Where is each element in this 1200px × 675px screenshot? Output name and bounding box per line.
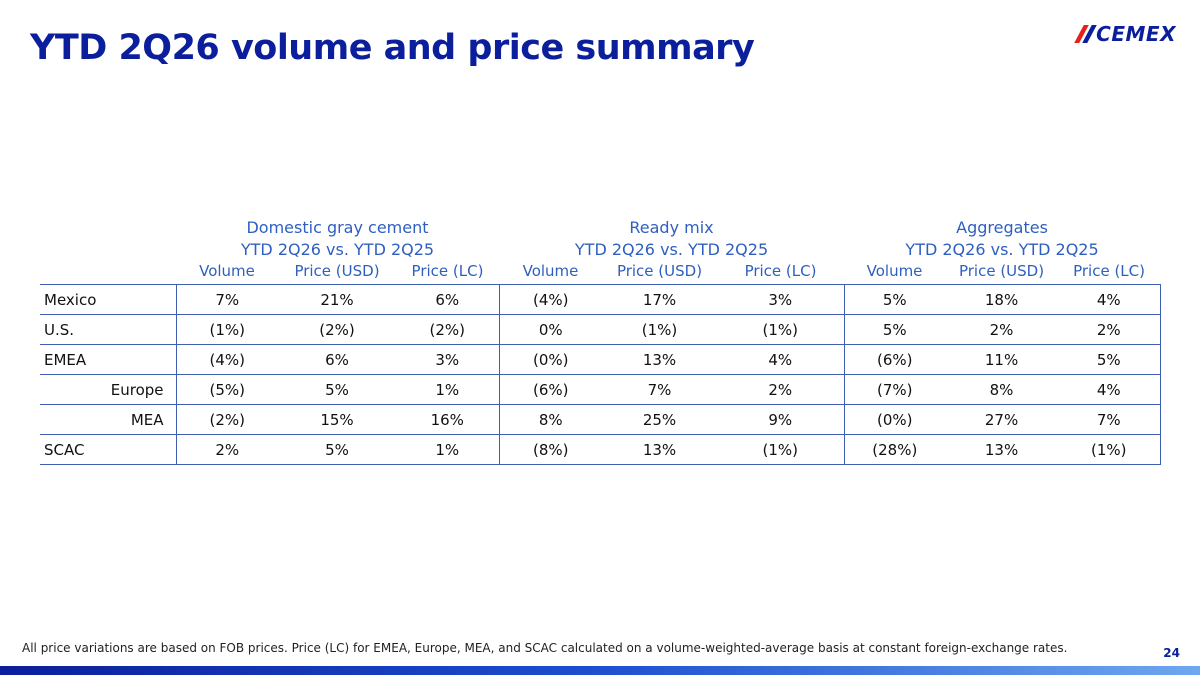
table-cell: 5% xyxy=(1058,344,1161,375)
table-row: MEA (2%) 15% 16% 8% 25% 9% (0%) 27% 7% xyxy=(40,404,1161,435)
table-cell: (2%) xyxy=(278,314,396,345)
column-header-volume: Volume xyxy=(199,262,255,280)
table-cell: 8% xyxy=(498,404,602,435)
table-cell: 4% xyxy=(1058,284,1161,315)
table-cell: 0% xyxy=(498,314,602,345)
table-cell: (2%) xyxy=(175,404,278,435)
table-cell: (0%) xyxy=(843,404,946,435)
table-cell: 18% xyxy=(945,284,1059,315)
volume-price-summary-table: Domestic gray cement Ready mix Aggregate… xyxy=(40,216,1161,465)
page-title: YTD 2Q26 volume and price summary xyxy=(30,28,755,68)
group-period-aggregates: YTD 2Q26 vs. YTD 2Q25 xyxy=(905,239,1099,259)
table-cell: 9% xyxy=(717,404,845,435)
table-cell: 27% xyxy=(945,404,1059,435)
table-cell: 15% xyxy=(278,404,396,435)
table-cell: 3% xyxy=(396,344,499,375)
table-cell: (2%) xyxy=(396,314,499,345)
column-header-price-usd: Price (USD) xyxy=(958,262,1045,280)
table-cell: 6% xyxy=(278,344,396,375)
table-cell: 5% xyxy=(843,314,946,345)
table-cell: (1%) xyxy=(175,314,278,345)
table-cell: 25% xyxy=(602,404,717,435)
table-cell: 3% xyxy=(717,284,845,315)
column-header-volume: Volume xyxy=(522,262,579,280)
table-cell: 1% xyxy=(396,434,499,465)
table-row: EMEA (4%) 6% 3% (0%) 13% 4% (6%) 11% 5% xyxy=(40,344,1161,375)
table-cell: 13% xyxy=(945,434,1059,465)
table-cell: (1%) xyxy=(1058,434,1161,465)
table-cell: 5% xyxy=(278,434,396,465)
column-header-price-usd: Price (USD) xyxy=(616,262,703,280)
row-label: U.S. xyxy=(40,314,176,345)
row-label: EMEA xyxy=(40,344,176,375)
table-cell: (5%) xyxy=(175,374,278,405)
table-cell: 7% xyxy=(602,374,717,405)
table-cell: 5% xyxy=(278,374,396,405)
row-label: SCAC xyxy=(40,434,176,465)
group-period-ready-mix: YTD 2Q26 vs. YTD 2Q25 xyxy=(574,239,769,259)
logo-text: CEMEX xyxy=(1096,22,1176,46)
table-cell: 13% xyxy=(602,344,717,375)
table-row: U.S. (1%) (2%) (2%) 0% (1%) (1%) 5% 2% 2… xyxy=(40,314,1161,345)
column-header-price-lc: Price (LC) xyxy=(1073,262,1145,280)
table-cell: (28%) xyxy=(843,434,946,465)
table-cell: 2% xyxy=(1058,314,1161,345)
table-cell: 2% xyxy=(945,314,1059,345)
table-cell: (6%) xyxy=(843,344,946,375)
table-cell: 7% xyxy=(1058,404,1161,435)
table-cell: (1%) xyxy=(602,314,717,345)
table-row: Mexico 7% 21% 6% (4%) 17% 3% 5% 18% 4% xyxy=(40,284,1161,315)
column-header-price-usd: Price (USD) xyxy=(294,262,380,280)
table-cell: (4%) xyxy=(175,344,278,375)
table-cell: 7% xyxy=(175,284,278,315)
table-cell: (6%) xyxy=(498,374,602,405)
column-header-volume: Volume xyxy=(866,262,923,280)
table-cell: (1%) xyxy=(717,314,845,345)
page-number: 24 xyxy=(1163,646,1180,660)
group-period-cement: YTD 2Q26 vs. YTD 2Q25 xyxy=(240,239,435,259)
cemex-logo: CEMEX xyxy=(1074,22,1176,46)
table-cell: 1% xyxy=(396,374,499,405)
group-header-ready-mix: Ready mix xyxy=(629,217,714,237)
group-header-cement: Domestic gray cement xyxy=(246,217,429,237)
table-cell: 2% xyxy=(175,434,278,465)
table-cell: 17% xyxy=(602,284,717,315)
table-cell: 6% xyxy=(396,284,499,315)
table-cell: 2% xyxy=(717,374,845,405)
table-row: Europe (5%) 5% 1% (6%) 7% 2% (7%) 8% 4% xyxy=(40,374,1161,405)
row-label: MEA xyxy=(40,404,176,435)
table-cell: 16% xyxy=(396,404,499,435)
column-header-price-lc: Price (LC) xyxy=(411,262,484,280)
summary-table-container: Domestic gray cement Ready mix Aggregate… xyxy=(40,216,1161,465)
table-row: SCAC 2% 5% 1% (8%) 13% (1%) (28%) 13% (1… xyxy=(40,434,1161,465)
table-cell: 21% xyxy=(278,284,396,315)
group-header-aggregates: Aggregates xyxy=(956,217,1048,237)
table-cell: (4%) xyxy=(498,284,602,315)
table-cell: (7%) xyxy=(843,374,946,405)
footnote: All price variations are based on FOB pr… xyxy=(22,641,1068,655)
row-label: Mexico xyxy=(40,284,176,315)
table-cell: (8%) xyxy=(498,434,602,465)
table-cell: (1%) xyxy=(717,434,845,465)
table-cell: 11% xyxy=(945,344,1059,375)
table-cell: 8% xyxy=(945,374,1059,405)
row-label: Europe xyxy=(40,374,176,405)
logo-mark-icon xyxy=(1074,25,1097,43)
table-cell: 4% xyxy=(1058,374,1161,405)
table-cell: 5% xyxy=(843,284,946,315)
bottom-accent-bar xyxy=(0,666,1200,675)
table-cell: 13% xyxy=(602,434,717,465)
table-cell: (0%) xyxy=(498,344,602,375)
column-header-price-lc: Price (LC) xyxy=(744,262,817,280)
table-cell: 4% xyxy=(717,344,845,375)
